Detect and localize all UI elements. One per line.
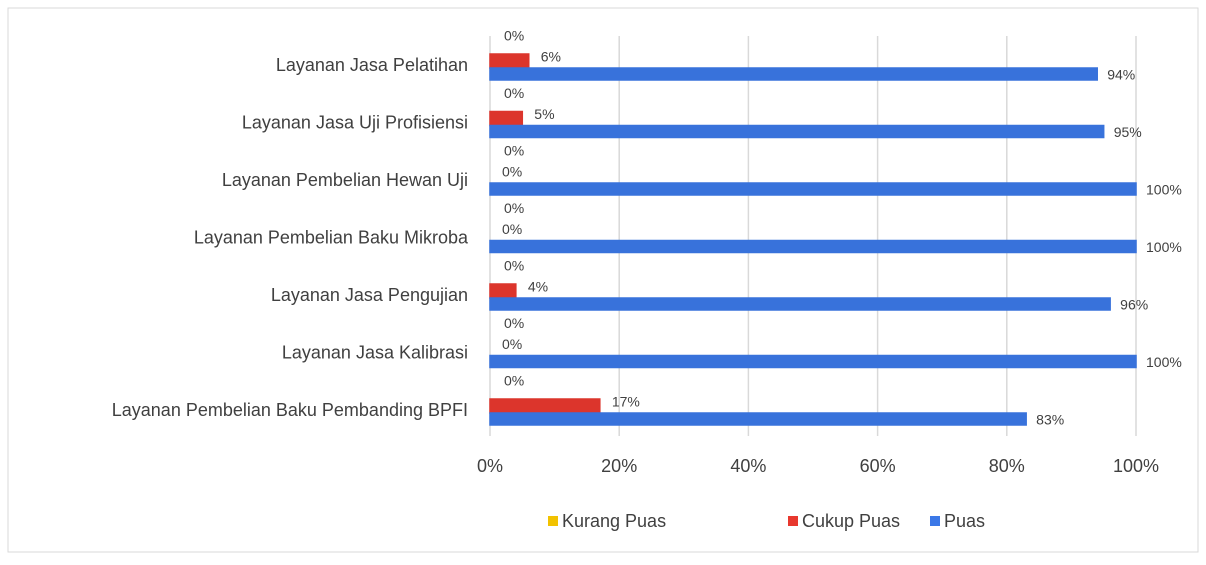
x-tick-label: 0%: [477, 456, 503, 476]
bar: [489, 182, 1137, 196]
x-tick-label: 60%: [860, 456, 896, 476]
category-label: Layanan Pembelian Baku Mikroba: [194, 227, 469, 247]
x-tick-label: 40%: [730, 456, 766, 476]
legend-label: Puas: [944, 511, 985, 531]
data-label: 100%: [1146, 182, 1182, 198]
data-label: 0%: [502, 164, 522, 180]
bar: [489, 412, 1027, 426]
category-label: Layanan Jasa Pengujian: [271, 285, 468, 305]
data-label: 0%: [504, 85, 524, 101]
data-label: 0%: [502, 221, 522, 237]
category-label: Layanan Pembelian Hewan Uji: [222, 170, 468, 190]
legend-swatch: [548, 516, 558, 526]
chart-border: [7, 7, 1199, 553]
bar: [489, 239, 1137, 254]
data-label: 95%: [1114, 124, 1142, 140]
data-label: 100%: [1146, 239, 1182, 255]
x-tick-label: 80%: [989, 456, 1025, 476]
data-label: 5%: [534, 106, 554, 122]
legend-label: Kurang Puas: [562, 511, 666, 531]
bar: [489, 398, 601, 414]
category-label: Layanan Jasa Uji Profisiensi: [242, 112, 468, 132]
data-label: 96%: [1120, 297, 1148, 313]
bar: [489, 67, 1098, 81]
data-label: 17%: [612, 394, 640, 410]
data-label: 83%: [1036, 412, 1064, 428]
data-label: 100%: [1146, 354, 1182, 370]
bar: [489, 124, 1105, 139]
data-label: 94%: [1107, 67, 1135, 83]
data-label: 0%: [502, 336, 522, 352]
x-tick-label: 20%: [601, 456, 637, 476]
data-label: 0%: [504, 143, 524, 159]
data-label: 0%: [504, 28, 524, 44]
category-label: Layanan Pembelian Baku Pembanding BPFI: [112, 400, 468, 420]
legend-swatch: [930, 516, 940, 526]
bar: [489, 110, 524, 127]
bar: [489, 283, 517, 299]
bar: [489, 297, 1111, 311]
data-label: 4%: [528, 279, 548, 295]
x-tick-label: 100%: [1113, 456, 1159, 476]
category-label: Layanan Jasa Kalibrasi: [282, 342, 468, 362]
legend-label: Cukup Puas: [802, 511, 900, 531]
category-label: Layanan Jasa Pelatihan: [276, 55, 468, 75]
data-label: 0%: [504, 315, 524, 331]
bar: [489, 53, 530, 69]
data-label: 0%: [504, 258, 524, 274]
data-label: 0%: [504, 373, 524, 389]
data-label: 0%: [504, 200, 524, 216]
data-label: 6%: [541, 49, 561, 65]
bar: [489, 354, 1137, 369]
legend-swatch: [788, 516, 798, 526]
